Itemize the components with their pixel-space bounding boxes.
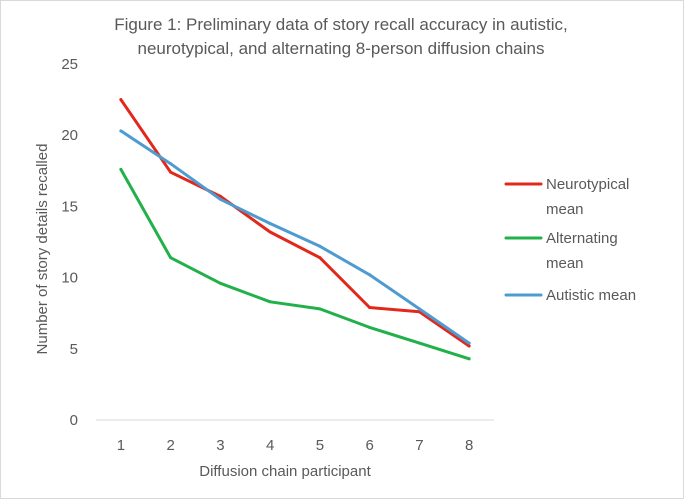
data-point-autistic-mean-6 xyxy=(368,273,372,277)
data-point-alternating-mean-6 xyxy=(368,325,372,329)
data-point-autistic-mean-3 xyxy=(218,197,222,201)
y-axis-title: Number of story details recalled xyxy=(34,144,51,355)
data-point-alternating-mean-5 xyxy=(318,307,322,311)
legend-label-autistic-mean: Autistic mean xyxy=(546,287,636,304)
data-point-autistic-mean-1 xyxy=(119,129,123,133)
x-tick-label-4: 4 xyxy=(266,437,274,454)
data-point-autistic-mean-2 xyxy=(169,162,173,166)
y-tick-label-10: 10 xyxy=(61,270,78,287)
data-point-alternating-mean-1 xyxy=(119,167,123,171)
data-point-neurotypical-mean-6 xyxy=(368,306,372,310)
data-point-alternating-mean-2 xyxy=(169,256,173,260)
y-tick-label-15: 15 xyxy=(61,198,78,215)
legend-label-alternating-mean-line-2: mean xyxy=(546,255,584,272)
legend-label-neurotypical-mean: Neurotypical xyxy=(546,176,629,193)
series-line-alternating-mean xyxy=(119,167,471,361)
x-axis-title: Diffusion chain participant xyxy=(199,463,371,480)
x-tick-label-5: 5 xyxy=(316,437,324,454)
data-point-autistic-mean-5 xyxy=(318,244,322,248)
data-point-alternating-mean-7 xyxy=(417,341,421,345)
data-point-autistic-mean-7 xyxy=(417,307,421,311)
data-point-alternating-mean-4 xyxy=(268,300,272,304)
x-tick-label-6: 6 xyxy=(365,437,373,454)
chart-title-line-2: neurotypical, and alternating 8-person d… xyxy=(137,39,545,58)
data-point-alternating-mean-3 xyxy=(218,281,222,285)
series-line-autistic-mean xyxy=(119,129,471,345)
series-layer xyxy=(119,98,471,361)
data-point-alternating-mean-8 xyxy=(467,357,471,361)
y-tick-label-5: 5 xyxy=(70,341,78,358)
y-tick-label-20: 20 xyxy=(61,127,78,144)
data-point-neurotypical-mean-2 xyxy=(169,170,173,174)
y-tick-label-25: 25 xyxy=(61,56,78,73)
legend-layer: Neurotypical mean Alternating mean Autistic … xyxy=(504,176,636,304)
x-tick-label-8: 8 xyxy=(465,437,473,454)
x-tick-label-2: 2 xyxy=(166,437,174,454)
legend-label-alternating-mean: Alternating xyxy=(546,230,618,247)
x-tick-label-3: 3 xyxy=(216,437,224,454)
data-point-neurotypical-mean-1 xyxy=(119,98,123,102)
data-point-neurotypical-mean-5 xyxy=(318,256,322,260)
chart-title-line-1: Figure 1: Preliminary data of story reca… xyxy=(114,15,568,34)
y-tick-label-0: 0 xyxy=(70,412,78,429)
series-line-neurotypical-mean xyxy=(119,98,471,348)
x-tick-label-1: 1 xyxy=(117,437,125,454)
legend-label-neurotypical-mean-line-2: mean xyxy=(546,201,584,218)
data-point-neurotypical-mean-8 xyxy=(467,344,471,348)
axes-layer: 0 5 10 15 20 25 1 2 3 4 5 6 7 8 xyxy=(61,56,494,454)
data-point-autistic-mean-8 xyxy=(467,341,471,345)
x-tick-label-7: 7 xyxy=(415,437,423,454)
data-point-neurotypical-mean-4 xyxy=(268,230,272,234)
data-point-autistic-mean-4 xyxy=(268,221,272,225)
